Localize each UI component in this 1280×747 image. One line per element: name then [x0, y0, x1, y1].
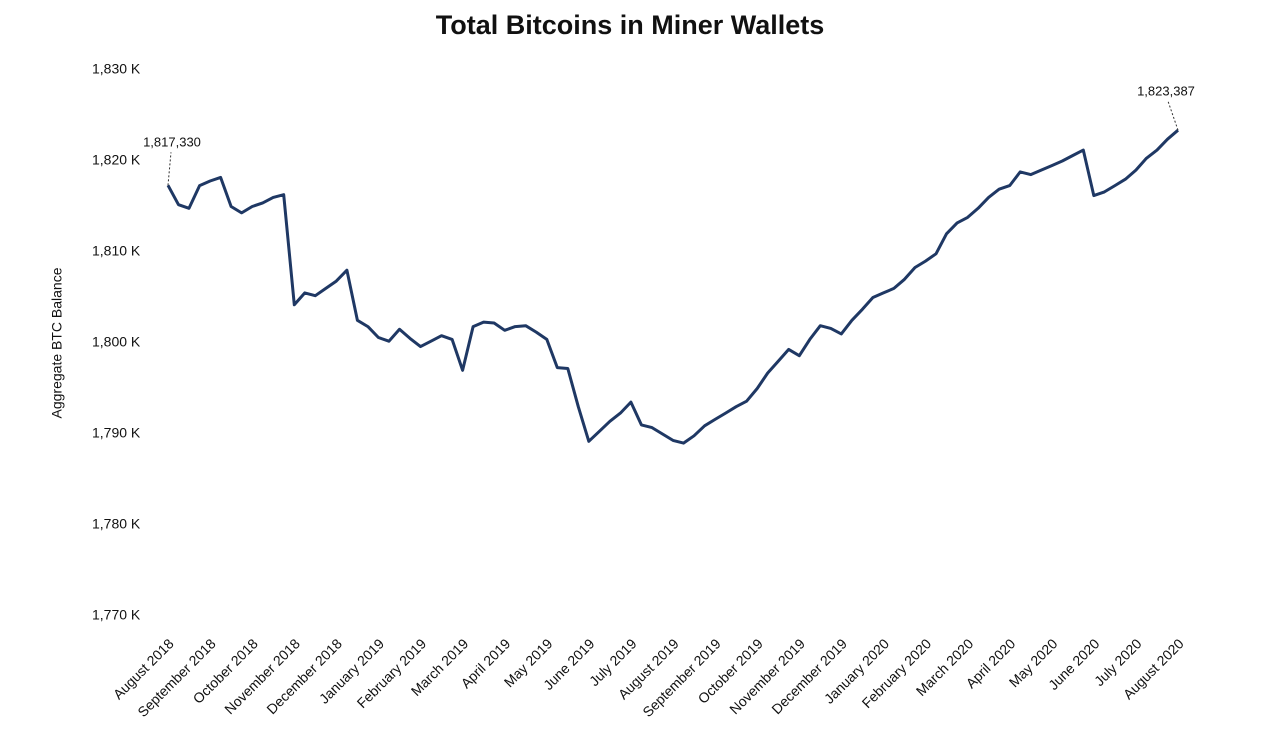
line	[166, 129, 1179, 445]
x-tick-label: November 2018	[221, 635, 303, 717]
y-tick-label: 1,800 K	[92, 334, 141, 350]
y-tick-label: 1,810 K	[92, 243, 141, 259]
y-tick-label: 1,790 K	[92, 425, 141, 441]
y-tick-label: 1,770 K	[92, 607, 141, 623]
data-label: 1,817,330	[143, 135, 201, 150]
data-label: 1,823,387	[1137, 84, 1195, 99]
chart-title: Total Bitcoins in Miner Wallets	[436, 10, 825, 40]
x-tick-label: December 2019	[768, 635, 850, 717]
x-tick-label: December 2018	[263, 635, 345, 717]
y-tick-label: 1,820 K	[92, 152, 141, 168]
y-tick-label: 1,830 K	[92, 61, 141, 77]
annotation-leader	[167, 152, 172, 186]
annotation-leader	[1167, 101, 1179, 131]
y-tick-label: 1,780 K	[92, 516, 141, 532]
y-axis-label: Aggregate BTC Balance	[49, 267, 65, 418]
x-tick-label: November 2019	[726, 635, 808, 717]
